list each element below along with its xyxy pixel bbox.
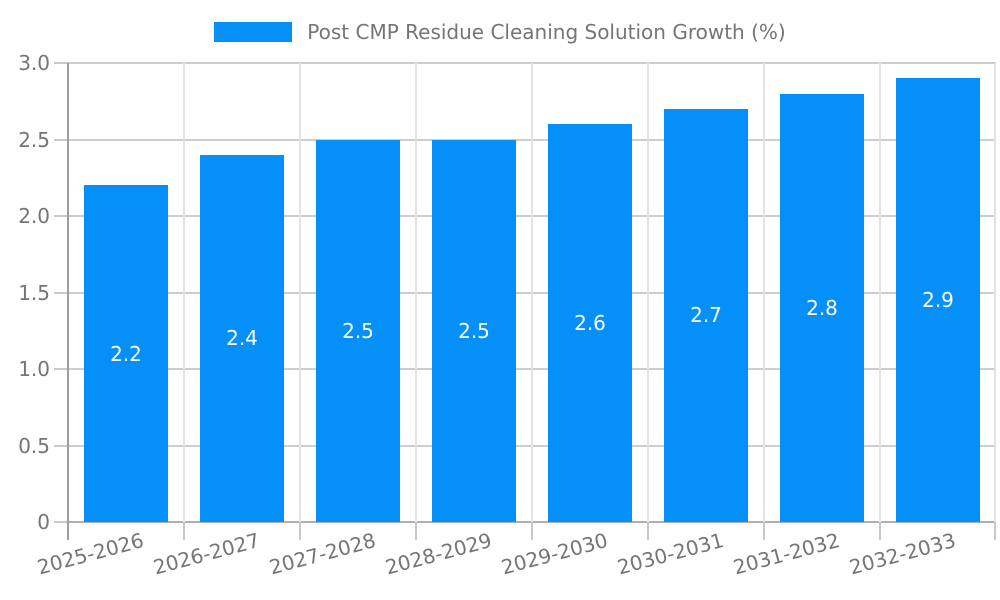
x-axis-tick — [994, 522, 996, 540]
y-tick-label: 0.5 — [18, 433, 50, 458]
x-axis-tick — [879, 522, 881, 540]
x-axis-tick — [647, 522, 649, 540]
y-tick-label: 1.5 — [18, 280, 50, 305]
y-axis-tick — [54, 62, 68, 64]
gridline-vertical — [763, 63, 765, 522]
gridline-vertical — [994, 63, 996, 522]
bar-value-label: 2.2 — [110, 341, 142, 366]
y-axis-tick — [54, 368, 68, 370]
y-tick-label: 2.5 — [18, 127, 50, 152]
gridline-vertical — [647, 63, 649, 522]
y-axis-tick — [54, 291, 68, 294]
bar-value-label: 2.5 — [458, 318, 490, 343]
y-axis-tick — [54, 444, 68, 447]
bar-value-label: 2.7 — [690, 303, 722, 328]
bar: 2.7 — [664, 108, 748, 522]
bar: 2.5 — [316, 139, 400, 522]
legend-label: Post CMP Residue Cleaning Solution Growt… — [307, 20, 786, 44]
gridline-vertical — [531, 63, 533, 522]
x-axis-tick — [763, 522, 765, 540]
gridline-vertical — [183, 63, 185, 522]
bar-value-label: 2.9 — [922, 288, 954, 313]
x-axis-tick — [183, 522, 185, 540]
x-tick-label: 2027-2028 — [266, 528, 379, 580]
bar: 2.4 — [200, 154, 284, 522]
x-axis-tick — [299, 522, 301, 540]
bar: 2.6 — [548, 124, 632, 522]
y-axis-tick — [54, 521, 68, 523]
bar: 2.2 — [84, 185, 168, 522]
y-tick-label: 2.0 — [18, 204, 50, 228]
legend: Post CMP Residue Cleaning Solution Growt… — [0, 18, 1000, 46]
x-tick-label: 2028-2029 — [382, 528, 495, 580]
plot-area: 2.2 2.4 2.5 2.5 2.6 2.7 2.8 2.9 — [54, 62, 996, 540]
y-tick-label: 3.0 — [18, 51, 50, 75]
x-axis-tick — [415, 522, 417, 540]
bar-value-label: 2.6 — [574, 311, 606, 336]
bar-value-label: 2.8 — [806, 295, 838, 320]
x-axis-tick — [531, 522, 533, 540]
y-axis-tick — [54, 138, 68, 141]
bar: 2.8 — [780, 93, 864, 522]
x-tick-label: 2030-2031 — [614, 528, 727, 580]
y-tick-label: 1.0 — [18, 357, 50, 381]
x-tick-label: 2031-2032 — [730, 528, 843, 580]
bar: 2.9 — [896, 78, 980, 522]
x-tick-label: 2032-2033 — [846, 528, 959, 580]
y-axis-labels: 3.0 2.5 2.0 1.5 1.0 0.5 0 — [0, 52, 50, 533]
bar: 2.5 — [432, 139, 516, 522]
y-axis-line — [67, 63, 69, 540]
gridline-vertical — [299, 63, 301, 522]
y-axis-tick — [54, 215, 68, 217]
y-tick-label: 0 — [37, 510, 50, 534]
bar-value-label: 2.5 — [342, 318, 374, 343]
x-tick-label: 2029-2030 — [498, 528, 611, 580]
bar-value-label: 2.4 — [226, 326, 258, 351]
x-tick-label: 2025-2026 — [34, 528, 147, 580]
legend-swatch — [214, 22, 293, 42]
x-tick-label: 2026-2027 — [150, 528, 263, 580]
gridline-vertical — [415, 63, 417, 522]
gridline-vertical — [879, 63, 881, 522]
